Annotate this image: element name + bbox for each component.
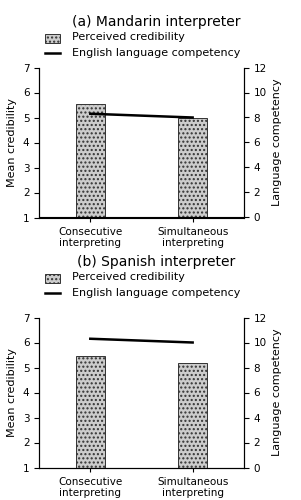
Text: (b) Spanish interpreter: (b) Spanish interpreter (77, 255, 236, 269)
Bar (178, 362, 207, 492)
Y-axis label: Mean credibility: Mean credibility (7, 98, 17, 187)
Y-axis label: Language competency: Language competency (272, 328, 282, 456)
Text: English language competency: English language competency (72, 288, 240, 298)
Text: Perceived credibility: Perceived credibility (72, 32, 185, 42)
Text: Perceived credibility: Perceived credibility (72, 272, 185, 282)
Text: (a) Mandarin interpreter: (a) Mandarin interpreter (72, 15, 241, 29)
Bar (76, 356, 105, 492)
Y-axis label: Mean credibility: Mean credibility (7, 348, 17, 437)
Bar (76, 104, 105, 242)
Bar (178, 118, 207, 242)
Y-axis label: Language competency: Language competency (272, 78, 282, 206)
Text: English language competency: English language competency (72, 48, 240, 58)
